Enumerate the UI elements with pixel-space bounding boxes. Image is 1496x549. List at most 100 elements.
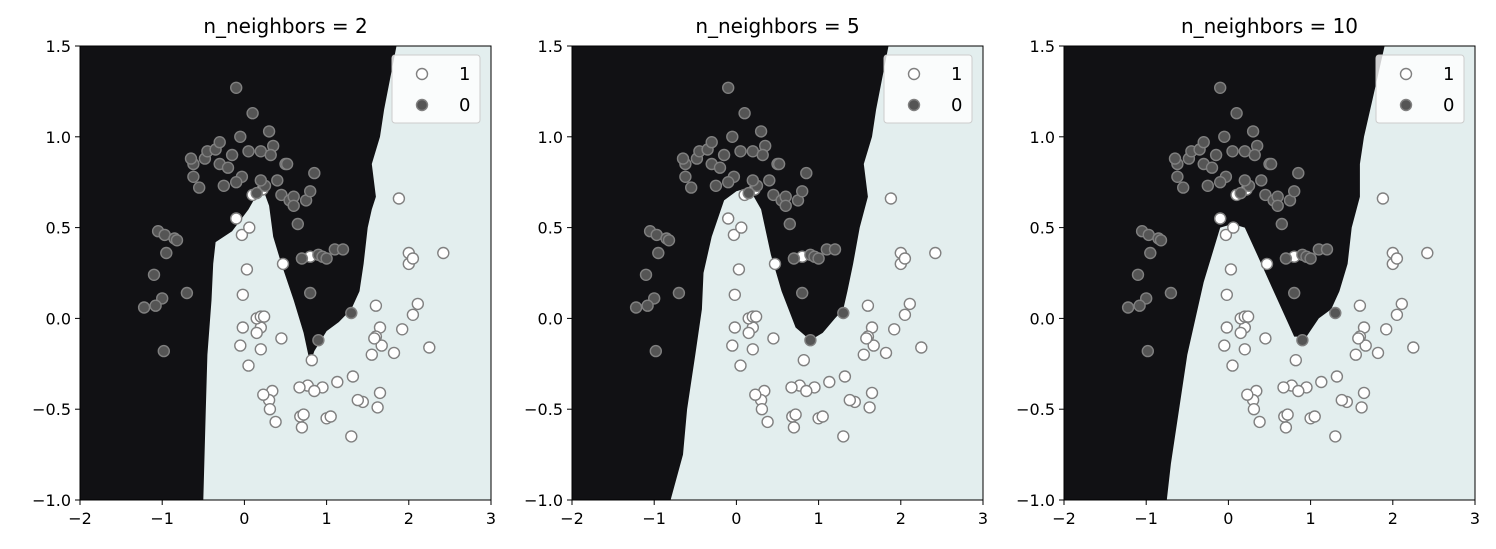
data-point (254, 174, 267, 187)
series-1 (229, 183, 450, 443)
data-point (387, 346, 401, 360)
data-point (761, 415, 774, 429)
data-point (1131, 268, 1145, 281)
data-point (257, 388, 270, 401)
data-point (234, 130, 247, 144)
legend: 10 (1375, 54, 1465, 124)
data-point (308, 384, 321, 398)
data-point (406, 252, 420, 265)
data-point (295, 421, 309, 434)
data-point (929, 246, 942, 260)
data-point (1168, 152, 1182, 165)
data-point (295, 252, 309, 265)
x-tick-label: 3 (486, 509, 496, 528)
axes-frame (571, 45, 984, 501)
data-point (1154, 234, 1168, 247)
legend-label: 1 (951, 64, 962, 85)
x-tick-label: −1 (150, 509, 174, 528)
data-point (679, 170, 692, 184)
y-tick-label: −1.0 (1016, 491, 1055, 510)
data-point (709, 179, 723, 193)
data-point (365, 348, 378, 361)
x-tick-label: 0 (239, 509, 249, 528)
data-point (722, 81, 735, 95)
data-point (843, 393, 856, 407)
x-tick-label: 3 (978, 509, 988, 528)
data-point (1330, 370, 1344, 383)
data-point (368, 332, 381, 345)
data-point (783, 217, 796, 231)
y-tick-label: 0.0 (538, 309, 563, 328)
data-point (749, 388, 762, 401)
data-point (160, 246, 173, 260)
data-point (287, 199, 300, 213)
data-point (157, 344, 171, 358)
data-point (649, 344, 662, 358)
data-point (837, 430, 850, 443)
data-point (187, 170, 200, 184)
data-point (243, 221, 256, 234)
legend-marker (907, 67, 921, 81)
data-point (1227, 221, 1240, 234)
data-point (1315, 375, 1328, 389)
data-point (705, 135, 718, 149)
data-point (738, 106, 751, 120)
data-point (269, 415, 282, 429)
y-tick-label: −0.5 (32, 400, 71, 419)
data-point (271, 174, 284, 187)
data-point (1224, 263, 1238, 276)
series-0 (1121, 81, 1342, 358)
data-point (192, 181, 206, 194)
data-point (1197, 135, 1210, 149)
data-point (213, 135, 226, 149)
x-tick-label: 0 (731, 509, 741, 528)
x-tick-label: 1 (322, 509, 332, 528)
data-point (641, 299, 654, 312)
data-point (672, 286, 686, 300)
data-point (1230, 106, 1243, 120)
data-point (180, 286, 194, 300)
data-point (662, 234, 676, 247)
data-point (1277, 381, 1290, 394)
class-0-region (572, 46, 889, 500)
data-point (742, 186, 755, 200)
data-point (749, 310, 763, 323)
data-point (240, 263, 254, 276)
data-point (713, 161, 727, 174)
data-point (772, 157, 786, 171)
y-tick-label: 1.0 (1030, 128, 1055, 147)
data-point (857, 348, 870, 361)
data-point (184, 152, 198, 165)
data-point (800, 384, 813, 398)
data-point (312, 334, 325, 347)
y-tick-label: 1.0 (538, 128, 563, 147)
data-point (229, 212, 243, 225)
data-point (1259, 332, 1272, 345)
legend-box (391, 54, 481, 124)
data-point (250, 186, 263, 200)
data-point (1246, 125, 1260, 138)
data-point (1205, 161, 1219, 174)
data-point (1241, 388, 1254, 401)
data-point (755, 403, 769, 416)
x-tick-label: 0 (1223, 509, 1233, 528)
data-point (1220, 288, 1234, 301)
data-point (1176, 181, 1190, 194)
data-point (1218, 339, 1231, 352)
y-tick-label: 0.5 (538, 219, 563, 238)
data-point (1234, 326, 1247, 340)
legend-label: 1 (1443, 64, 1454, 85)
y-tick-label: 0.0 (1030, 309, 1055, 328)
data-point (652, 246, 665, 260)
data-point (257, 310, 271, 323)
data-point (217, 179, 231, 193)
panel-1: −2 −1 0 1 2 3 −1.0 −0.5 0.0 0.5 1.0 1.5 n_neighbors … (32, 14, 496, 528)
data-point (767, 332, 780, 345)
legend-label: 1 (459, 64, 470, 85)
x-tick-label: 2 (896, 509, 906, 528)
legend-marker (907, 98, 921, 112)
data-point (1281, 408, 1294, 421)
data-point (1353, 299, 1367, 312)
data-point (1213, 212, 1227, 225)
data-point (789, 408, 802, 421)
